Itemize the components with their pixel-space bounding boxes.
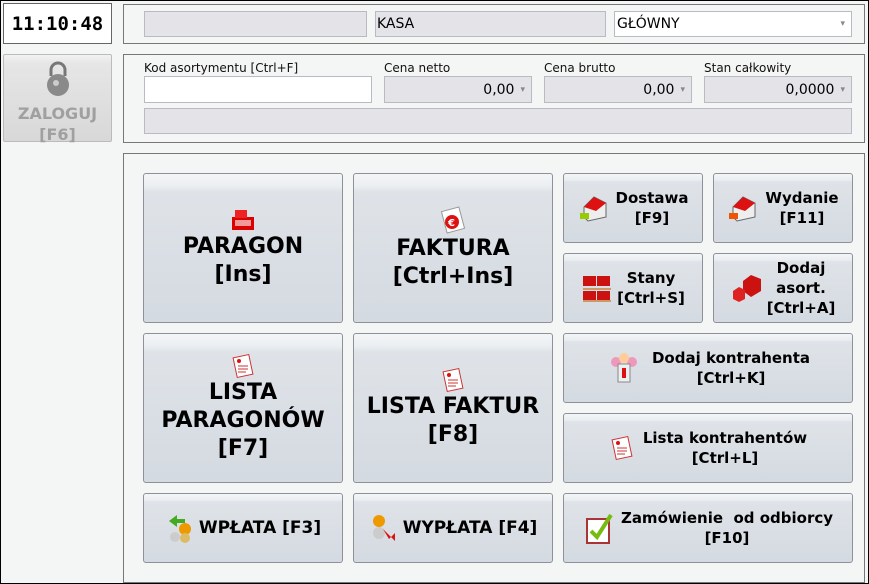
dostawa-button[interactable]: Dostawa [F9]: [563, 173, 703, 243]
warehouse-out-icon: [729, 196, 756, 222]
svg-text:€: €: [447, 218, 455, 229]
stany-shortcut: [Ctrl+S]: [617, 289, 685, 307]
invoice-list-icon: [442, 367, 464, 393]
dodaj-asort-label2: asort.: [776, 279, 826, 297]
dodaj-asort-shortcut: [Ctrl+A]: [766, 299, 836, 317]
lista-paragonow-label2: PARAGONÓW: [161, 408, 325, 433]
gross-price-value: 0,00: [643, 81, 675, 98]
lista-kontrahentow-shortcut: [Ctrl+L]: [691, 449, 759, 467]
warehouse-select[interactable]: GŁÓWNY ▾: [614, 11, 852, 37]
lista-faktur-button[interactable]: LISTA FAKTUR [F8]: [353, 333, 553, 483]
warehouse-value: GŁÓWNY: [617, 16, 680, 32]
chevron-down-icon: ▾: [840, 84, 845, 95]
lista-faktur-label: LISTA FAKTUR: [366, 394, 540, 419]
wydanie-shortcut: [F11]: [779, 209, 825, 227]
dodaj-kontrahenta-label: Dodaj kontrahenta: [651, 349, 811, 367]
code-input[interactable]: [144, 76, 372, 103]
zamowienie-label: Zamówienie od odbiorcy: [620, 509, 834, 527]
zamowienie-shortcut: [F10]: [704, 529, 750, 547]
wydanie-label: Wydanie: [765, 189, 839, 207]
lista-paragonow-shortcut: [F7]: [217, 436, 269, 461]
stock-label: Stan całkowity: [704, 61, 792, 75]
info-field: [144, 11, 367, 37]
padlock-icon: [46, 61, 69, 96]
contractor-list-icon: [611, 435, 633, 461]
wyplata-label: WYPŁATA [F4]: [402, 518, 538, 538]
wydanie-button[interactable]: Wydanie [F11]: [713, 173, 853, 243]
invoice-euro-icon: €: [440, 206, 466, 234]
net-label: Cena netto: [384, 61, 451, 75]
dodaj-asortyment-button[interactable]: Dodaj asort. [Ctrl+A]: [713, 253, 853, 323]
stock-value: 0,0000: [785, 81, 835, 98]
stany-label: Stany: [626, 269, 676, 287]
dodaj-kontrahenta-button[interactable]: Dodaj kontrahenta [Ctrl+K]: [563, 333, 853, 403]
lista-paragonow-label1: LISTA: [208, 380, 278, 405]
receipt-list-icon: [232, 353, 254, 379]
stany-button[interactable]: Stany [Ctrl+S]: [563, 253, 703, 323]
add-contractor-icon: [610, 353, 637, 383]
login-shortcut: [F6]: [39, 125, 76, 144]
lista-faktur-shortcut: [F8]: [427, 422, 479, 447]
lista-paragonow-button[interactable]: LISTA PARAGONÓW [F7]: [143, 333, 343, 483]
paragon-shortcut: [Ins]: [214, 262, 272, 287]
wplata-button[interactable]: WPŁATA [F3]: [143, 493, 343, 563]
add-product-icon: [732, 275, 761, 302]
lista-kontrahentow-label: Lista kontrahentów: [642, 429, 808, 447]
clock: 11:10:48: [3, 3, 112, 44]
paragon-label: PARAGON: [182, 234, 304, 259]
order-icon: [585, 513, 613, 544]
net-price-field[interactable]: 0,00 ▾: [384, 76, 532, 103]
gross-label: Cena brutto: [544, 61, 616, 75]
login-button[interactable]: ZALOGUJ [F6]: [3, 54, 112, 144]
paragon-button[interactable]: PARAGON [Ins]: [143, 173, 343, 323]
net-price-value: 0,00: [483, 81, 515, 98]
faktura-shortcut: [Ctrl+Ins]: [392, 264, 514, 289]
wplata-label: WPŁATA [F3]: [198, 518, 322, 538]
faktura-button[interactable]: € FAKTURA [Ctrl+Ins]: [353, 173, 553, 323]
cash-in-icon: [168, 515, 191, 543]
product-name-field: [144, 108, 852, 134]
cash-register-icon: [232, 210, 254, 230]
wyplata-button[interactable]: WYPŁATA [F4]: [353, 493, 553, 563]
faktura-label: FAKTURA: [396, 236, 510, 261]
lista-kontrahentow-button[interactable]: Lista kontrahentów [Ctrl+L]: [563, 413, 853, 483]
login-label: ZALOGUJ: [17, 104, 98, 123]
station-field: KASA: [375, 11, 606, 37]
zamowienie-button[interactable]: Zamówienie od odbiorcy [F10]: [563, 493, 853, 563]
dodaj-asort-label1: Dodaj: [776, 259, 826, 277]
warehouse-in-icon: [579, 196, 607, 222]
chevron-down-icon: ▾: [840, 19, 845, 29]
chevron-down-icon: ▾: [520, 84, 525, 95]
code-label: Kod asortymentu [Ctrl+F]: [144, 61, 299, 75]
stock-boxes-icon: [583, 276, 612, 302]
dodaj-kontrahenta-shortcut: [Ctrl+K]: [696, 369, 766, 387]
chevron-down-icon: ▾: [680, 84, 685, 95]
dostawa-label: Dostawa: [615, 189, 689, 207]
dostawa-shortcut: [F9]: [634, 209, 670, 227]
stock-field[interactable]: 0,0000 ▾: [704, 76, 852, 103]
cash-out-icon: [372, 515, 395, 541]
gross-price-field[interactable]: 0,00 ▾: [544, 76, 692, 103]
